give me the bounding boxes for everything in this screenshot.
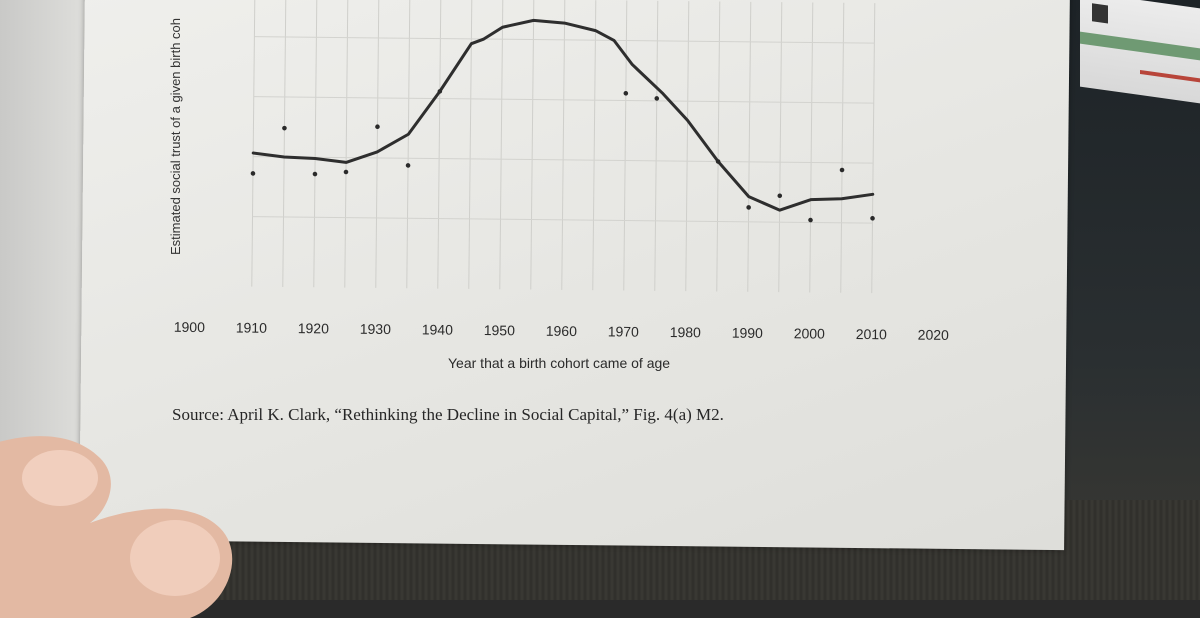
x-tick-1920: 1920	[298, 320, 330, 336]
trend-line	[251, 18, 875, 212]
book-page: 1900 1910 1920 1930 1940 1950 1960 1970 1980 1990…	[79, 0, 1070, 551]
x-tick-1960: 1960	[546, 323, 578, 339]
x-tick-2010: 2010	[856, 326, 888, 342]
data-point-2005	[839, 167, 845, 173]
x-tick-2000: 2000	[794, 325, 826, 341]
x-axis-label: Year that a birth cohort came of age	[448, 355, 671, 371]
data-point-1940	[437, 89, 443, 94]
data-point-1925	[343, 169, 349, 175]
data-point-1930	[375, 124, 380, 130]
x-tick-1900: 1900	[174, 319, 206, 335]
data-point-2010	[870, 216, 875, 221]
background-book	[1080, 0, 1200, 104]
data-point-1970	[623, 91, 629, 96]
x-axis-ticks: 1900 1910 1920 1930 1940 1950 1960 1970 1980 1990…	[174, 319, 949, 343]
source-caption: Source: April K. Clark, “Rethinking the …	[172, 405, 724, 424]
hand-thumb	[0, 436, 233, 618]
x-tick-1950: 1950	[484, 322, 516, 338]
data-point-1995	[777, 193, 783, 199]
x-tick-1930: 1930	[360, 321, 392, 337]
y-axis-label: Estimated social trust of a given birth …	[168, 17, 183, 255]
chart-grid	[251, 0, 876, 294]
x-tick-1970: 1970	[608, 323, 640, 339]
data-point-1975	[654, 96, 660, 101]
x-tick-1990: 1990	[732, 325, 764, 341]
x-tick-1910: 1910	[236, 319, 268, 335]
data-point-1920	[312, 171, 318, 177]
x-tick-1980: 1980	[670, 324, 702, 340]
chart-svg: 1900 1910 1920 1930 1940 1950 1960 1970 1980 1990…	[174, 0, 949, 343]
data-point-1915	[282, 125, 287, 131]
data-point-2000	[808, 217, 813, 223]
data-point-1910	[250, 171, 256, 176]
x-tick-2020: 2020	[918, 327, 950, 343]
data-point-1990	[746, 205, 751, 210]
data-point-1985	[715, 159, 721, 164]
data-point-1935	[405, 163, 411, 168]
data-points	[250, 89, 875, 223]
x-tick-1940: 1940	[422, 321, 454, 337]
